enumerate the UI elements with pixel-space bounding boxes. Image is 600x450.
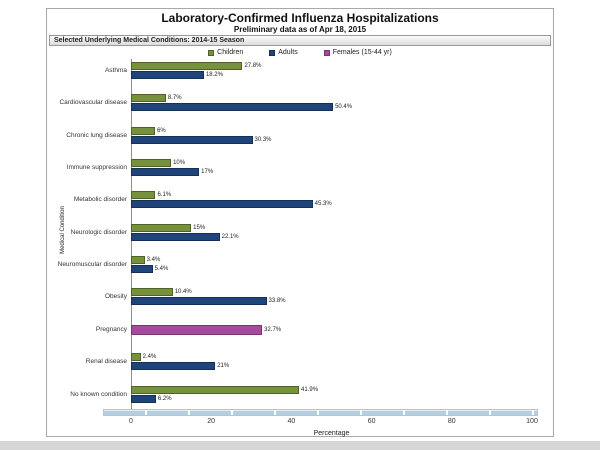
x-axis-label: Percentage (313, 430, 350, 437)
chart-subtitle: Preliminary data as of Apr 18, 2015 (233, 25, 367, 34)
legend: Children Adults Females (15-44 yr) (47, 48, 553, 57)
x-tick-label: 60 (367, 418, 376, 425)
bar (131, 71, 204, 79)
x-tick-label: 0 (129, 418, 133, 425)
bar-value-label: 10% (173, 160, 186, 167)
bar-value-label: 15% (193, 224, 206, 231)
bar-value-label: 6.2% (157, 395, 172, 402)
bar-value-label: 6.1% (157, 192, 172, 199)
category-label: Metabolic disorder (73, 196, 127, 204)
bar (131, 62, 243, 70)
chart-row: Asthma 27.8% 18.2% (47, 59, 553, 92)
bar (131, 103, 334, 112)
chart-row: Neurologic disorder 15% 22.1% (47, 221, 553, 254)
bar-value-label: 45.3% (314, 201, 332, 208)
bar-value-label: 32.7% (264, 326, 282, 333)
bar (131, 168, 200, 177)
chart-row: Metabolic disorder 6.1% 45.3% (47, 188, 553, 221)
bar-value-label: 17% (201, 169, 214, 176)
category-label: Chronic lung disease (66, 131, 127, 139)
bar-value-label: 50.4% (335, 104, 353, 111)
bar-value-label: 6% (157, 127, 166, 134)
category-label: Cardiovascular disease (59, 99, 127, 107)
chart-row: Renal disease 2.4% 21% (47, 350, 553, 383)
chart-row: Obesity 10.4% 33.8% (47, 285, 553, 318)
bar-value-label: 33.8% (268, 298, 286, 305)
category-label: Neurologic disorder (70, 228, 127, 236)
bar-value-label: 2.4% (142, 354, 157, 361)
bar (131, 362, 216, 371)
bar (131, 297, 267, 306)
bar-value-label: 5.4% (154, 266, 169, 273)
category-label: Immune suppression (66, 164, 127, 172)
legend-label: Adults (278, 49, 298, 56)
chart-title: Laboratory-Confirmed Influenza Hospitali… (161, 11, 439, 25)
x-tick-label: 40 (287, 418, 296, 425)
bar-value-label: 30.3% (254, 136, 272, 143)
bar (131, 232, 220, 241)
category-label: Renal disease (85, 358, 127, 366)
bar (131, 135, 253, 144)
bar (131, 256, 145, 265)
bar-value-label: 18.2% (205, 72, 223, 78)
chart-row: Neuromuscular disorder 3.4% 5.4% (47, 253, 553, 286)
bar (131, 223, 192, 232)
legend-label: Children (217, 49, 244, 56)
legend-swatch-icon (323, 49, 330, 56)
legend-item: Adults (269, 49, 298, 56)
bar (131, 324, 263, 335)
plot-area: Asthma 27.8% 18.2% Cardiovascular disease 8.… (47, 59, 553, 415)
bar (131, 385, 300, 394)
bar (131, 200, 313, 209)
legend-item: Females (15-44 yr) (323, 49, 392, 56)
chart-scrollbar[interactable] (103, 409, 538, 416)
bar-value-label: 8.7% (167, 95, 182, 102)
bar-value-label: 10.4% (174, 289, 192, 296)
bottom-strip (0, 441, 600, 450)
legend-swatch-icon (269, 49, 276, 56)
category-label: Neuromuscular disorder (57, 261, 127, 269)
chart-frame: Laboratory-Confirmed Influenza Hospitali… (46, 8, 554, 437)
bar-value-label: 3.4% (146, 257, 161, 264)
bar (131, 159, 172, 168)
category-label: Obesity (104, 293, 127, 301)
bar (131, 394, 156, 403)
bar (131, 94, 166, 103)
category-label: Asthma (104, 67, 127, 74)
bar-value-label: 22.1% (221, 233, 239, 240)
x-tick-label: 100 (526, 418, 538, 425)
x-tick-label: 20 (207, 418, 216, 425)
chart-row: Pregnancy 32.7% (47, 318, 553, 351)
chart-row: Cardiovascular disease 8.7% 50.4% (47, 91, 553, 124)
bar-value-label: 21% (217, 363, 230, 370)
bar (131, 126, 156, 135)
bar (131, 288, 173, 297)
category-label: No known condition (70, 390, 127, 398)
chart-row: Chronic lung disease 6% 30.3% (47, 124, 553, 157)
bar (131, 265, 153, 274)
legend-label: Females (15-44 yr) (332, 49, 392, 56)
bar (131, 191, 156, 200)
chart-row: No known condition 41.9% 6.2% (47, 383, 553, 416)
bar-value-label: 41.9% (301, 386, 319, 393)
legend-item: Children (208, 49, 243, 56)
panel-header: Selected Underlying Medical Conditions: … (49, 35, 551, 46)
bar (131, 353, 141, 362)
bar-value-label: 27.8% (244, 63, 262, 69)
legend-swatch-icon (208, 49, 215, 56)
chart-row: Immune suppression 10% 17% (47, 156, 553, 189)
category-label: Pregnancy (95, 325, 127, 333)
y-axis-label: Medical Condition (60, 206, 66, 254)
x-tick-label: 80 (447, 418, 456, 425)
x-axis: 0 20 40 60 80 100 (47, 418, 553, 428)
